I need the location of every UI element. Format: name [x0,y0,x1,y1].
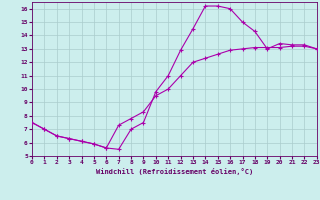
X-axis label: Windchill (Refroidissement éolien,°C): Windchill (Refroidissement éolien,°C) [96,168,253,175]
